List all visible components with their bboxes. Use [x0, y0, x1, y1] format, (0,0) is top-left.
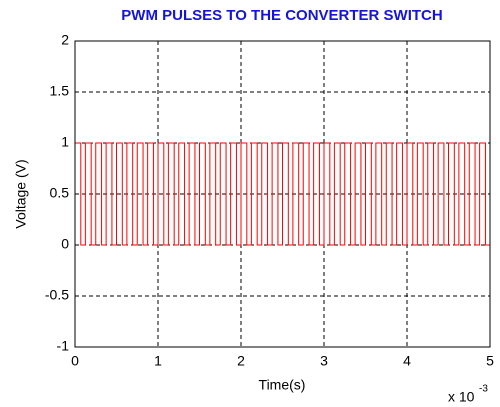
y-tick-label: 0.5 [50, 185, 70, 201]
x-tick-label: 1 [154, 353, 162, 369]
x-tick-label: 2 [237, 353, 245, 369]
chart-title: PWM PULSES TO THE CONVERTER SWITCH [121, 7, 442, 24]
x-tick-label: 5 [486, 353, 494, 369]
y-tick-label: 1 [61, 134, 69, 150]
x-tick-label: 0 [71, 353, 79, 369]
x-axis-label: Time(s) [259, 377, 306, 393]
y-tick-label: -1 [57, 338, 70, 354]
y-axis-label: Voltage (V) [13, 159, 29, 228]
x-tick-label: 3 [320, 353, 328, 369]
x-multiplier-exponent: -3 [479, 384, 488, 395]
data-line [74, 142, 490, 246]
x-multiplier: x 10 [448, 389, 475, 405]
y-tick-label: -0.5 [45, 287, 69, 303]
y-tick-label: 0 [61, 236, 69, 252]
x-tick-label: 4 [403, 353, 411, 369]
plot-frame [74, 40, 491, 348]
y-tick-label: 1.5 [50, 83, 70, 99]
y-tick-label: 2 [61, 32, 69, 48]
